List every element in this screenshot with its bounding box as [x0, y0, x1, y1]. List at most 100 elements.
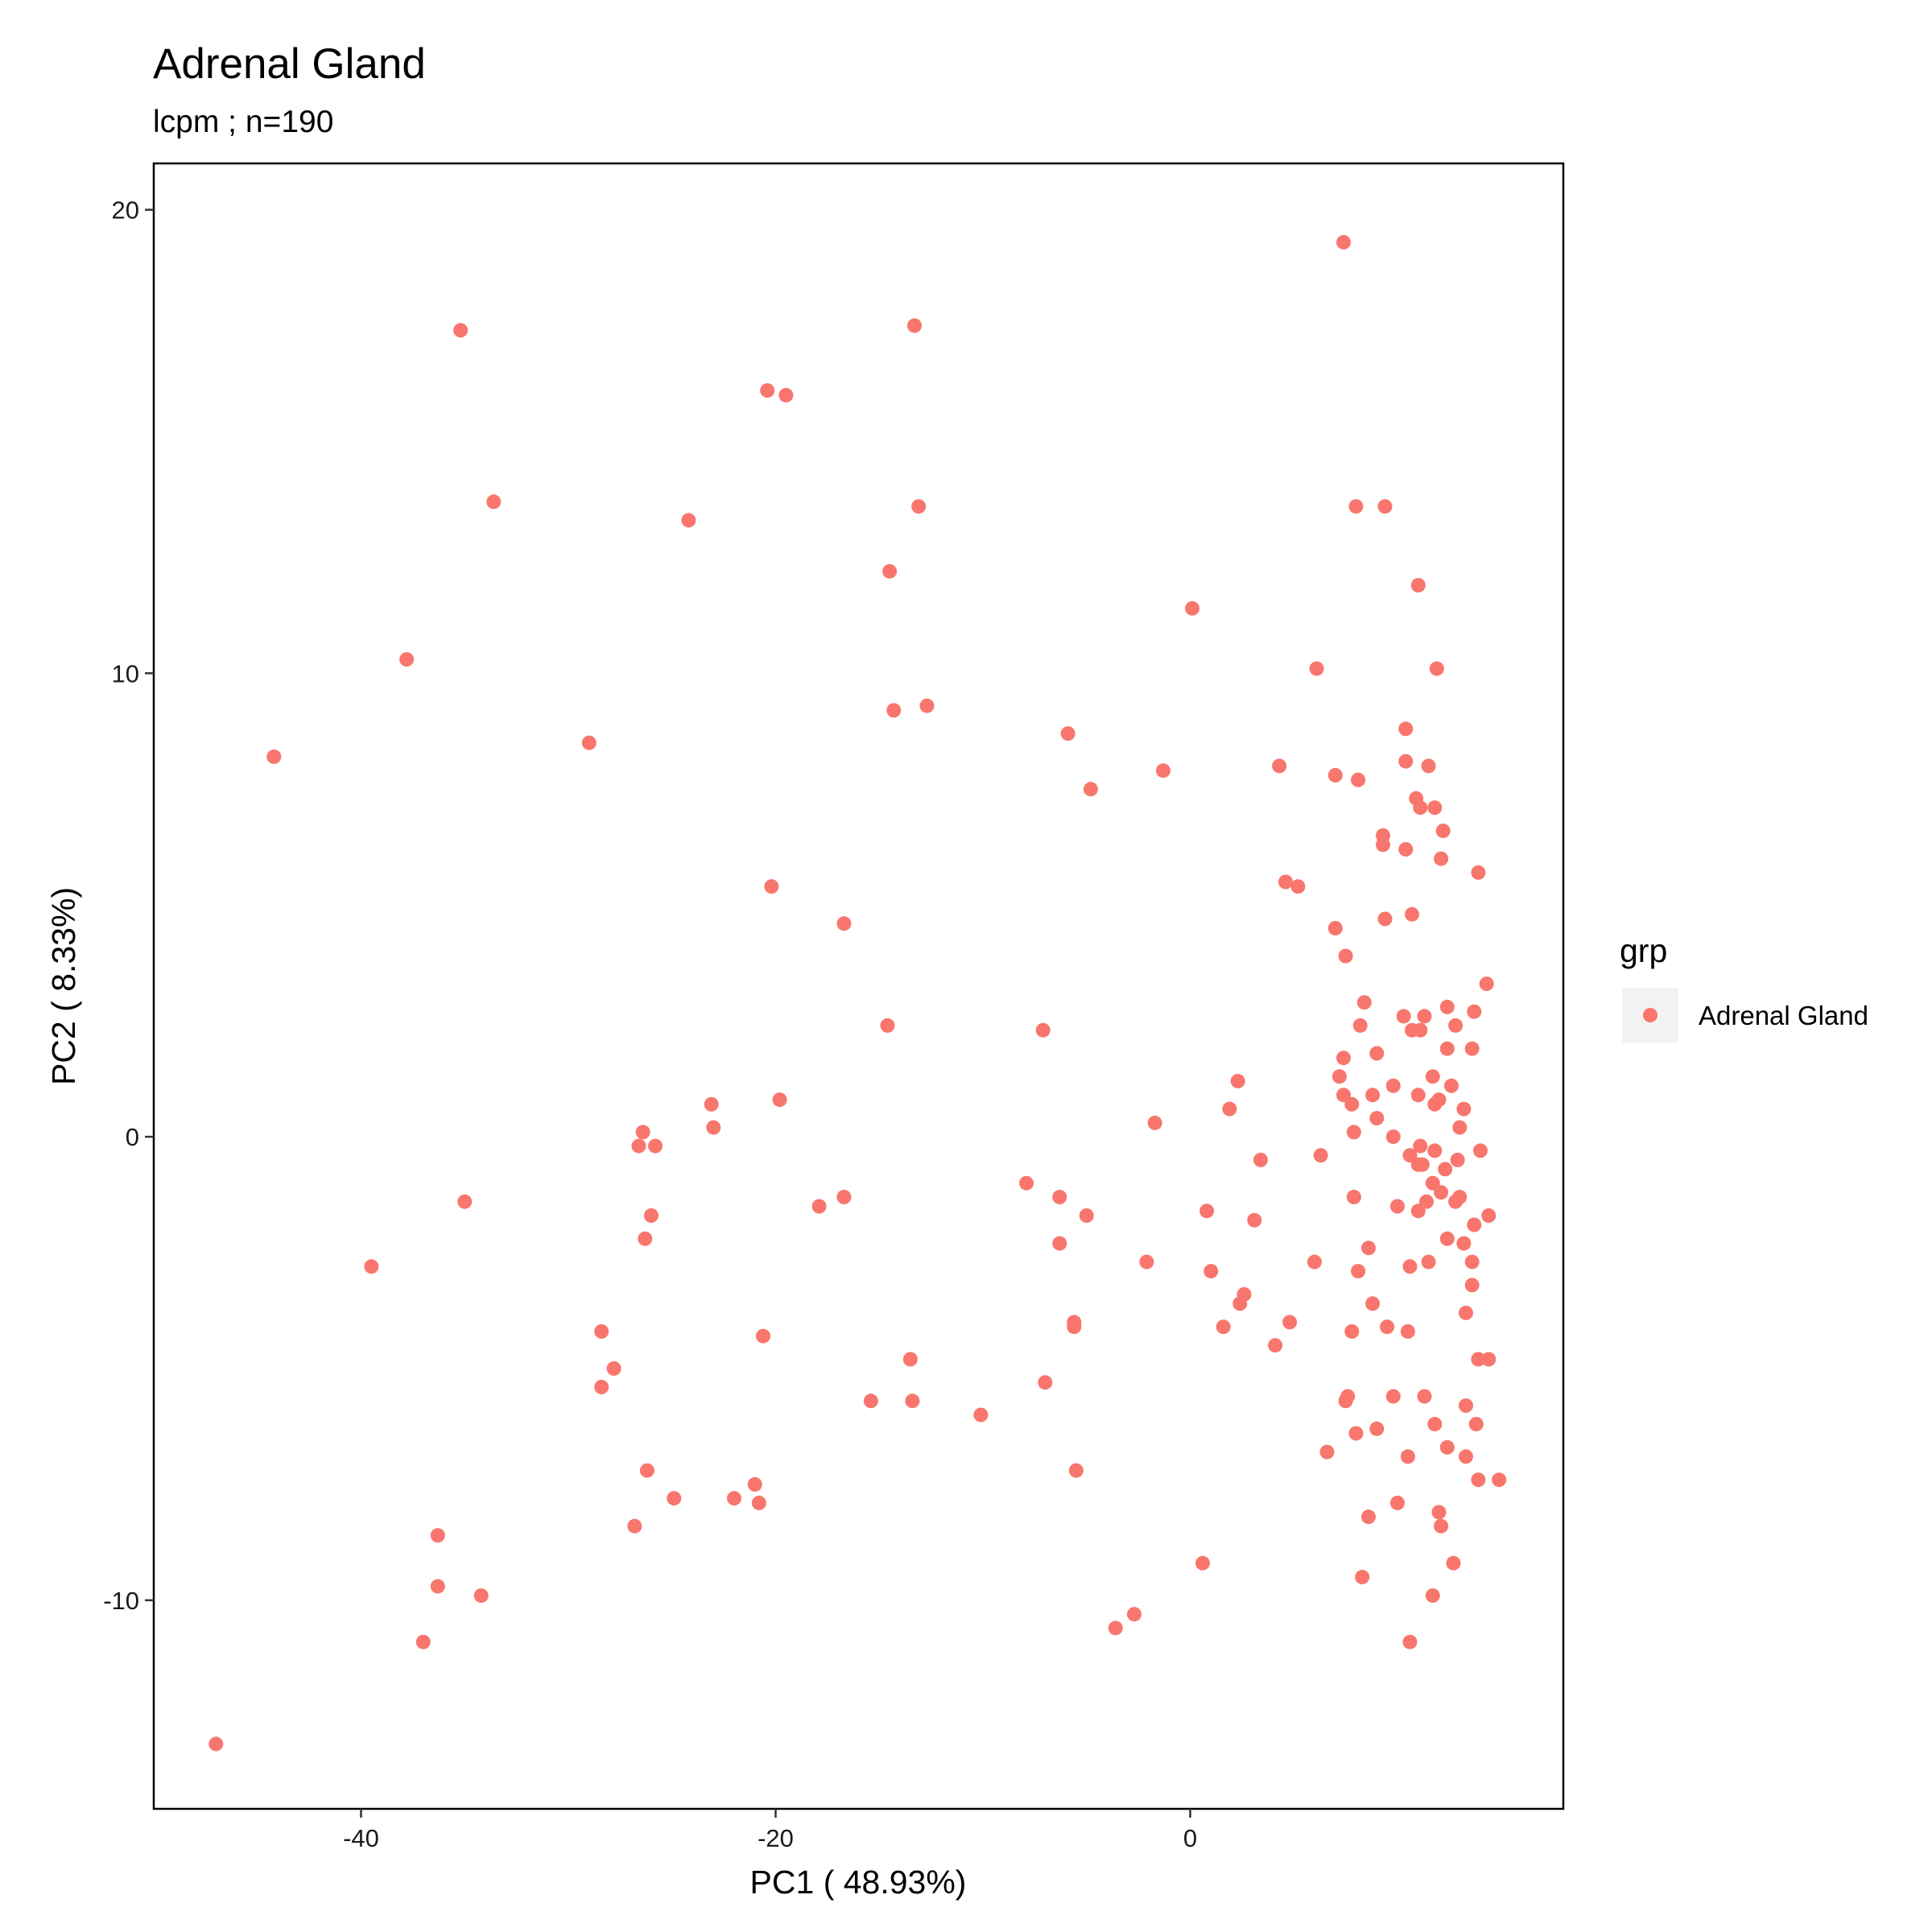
data-point [639, 1463, 654, 1478]
data-point [1417, 1009, 1432, 1024]
data-point [1331, 1069, 1347, 1084]
data-point [486, 494, 502, 510]
data-point [1448, 1018, 1463, 1033]
data-point [756, 1328, 770, 1344]
data-point [667, 1491, 682, 1506]
data-point [1038, 1375, 1053, 1390]
data-point [1464, 1254, 1480, 1269]
data-point [836, 916, 852, 931]
legend-label: Adrenal Gland [1699, 1001, 1868, 1030]
data-point [911, 499, 927, 514]
x-axis: -40 -20 0 [343, 1809, 1197, 1852]
data-point [1396, 1009, 1411, 1024]
data-point [638, 1231, 653, 1246]
data-point [1413, 1138, 1428, 1154]
data-point [1471, 1472, 1486, 1488]
data-point [1402, 1148, 1418, 1163]
data-point [1361, 1509, 1376, 1525]
data-point [1319, 1444, 1335, 1459]
data-point [627, 1518, 642, 1534]
data-point [1425, 1069, 1440, 1084]
data-point [1434, 1185, 1449, 1200]
data-point [1369, 1421, 1385, 1436]
data-point [648, 1138, 663, 1154]
data-point [1346, 1125, 1361, 1140]
data-point [1402, 1634, 1418, 1649]
data-point [772, 1092, 787, 1108]
data-point [836, 1190, 852, 1204]
data-point [1336, 1088, 1351, 1103]
data-point [1421, 1254, 1436, 1269]
data-point [1439, 1231, 1455, 1246]
data-point [706, 1120, 721, 1135]
data-point [886, 703, 902, 718]
data-point [1230, 1074, 1245, 1088]
data-point [1035, 1022, 1051, 1038]
data-point [1456, 1236, 1472, 1251]
y-axis: -10 0 10 20 [103, 196, 154, 1615]
data-point [1365, 1088, 1381, 1103]
data-point [430, 1528, 445, 1543]
data-point [364, 1259, 379, 1274]
data-point [1464, 1041, 1480, 1056]
data-point [1413, 1022, 1428, 1038]
data-point [1365, 1296, 1381, 1311]
data-point [760, 383, 775, 398]
data-point [473, 1588, 489, 1604]
data-point [1473, 1143, 1488, 1158]
y-tick-label: 0 [126, 1123, 139, 1151]
data-point [1019, 1175, 1034, 1191]
x-tick-label: -20 [758, 1824, 794, 1852]
data-point [1127, 1607, 1141, 1622]
data-point [1346, 1190, 1361, 1204]
data-point [907, 318, 922, 333]
data-point [1377, 911, 1393, 927]
data-point [1052, 1236, 1067, 1251]
data-point [430, 1579, 445, 1594]
data-point [811, 1199, 827, 1214]
data-point [1427, 800, 1443, 815]
data-point [1369, 1111, 1385, 1126]
data-point [581, 735, 597, 750]
points-layer [208, 234, 1507, 1752]
legend-key-point [1643, 1008, 1657, 1022]
data-point [1377, 499, 1393, 514]
data-point [1327, 768, 1343, 782]
data-point [635, 1125, 650, 1140]
data-point [1068, 1463, 1084, 1478]
data-point [1307, 1254, 1322, 1269]
data-point [1448, 1194, 1463, 1209]
data-point [606, 1361, 621, 1376]
data-point [399, 652, 415, 667]
data-point [1402, 1259, 1418, 1274]
data-point [1352, 1018, 1368, 1033]
data-point [1309, 661, 1324, 676]
data-point [1195, 1555, 1210, 1571]
legend-title: grp [1620, 932, 1667, 969]
data-point [1410, 1088, 1426, 1103]
data-point [1439, 1041, 1455, 1056]
data-point [1429, 661, 1444, 676]
data-point [1313, 1148, 1328, 1163]
data-point [1427, 1096, 1443, 1112]
data-point [1336, 1051, 1351, 1066]
data-point [1336, 234, 1351, 250]
data-point [863, 1393, 878, 1409]
data-point [764, 879, 779, 894]
data-point [1464, 1278, 1480, 1293]
data-point [631, 1138, 646, 1154]
data-point [880, 1018, 895, 1033]
data-point [1434, 851, 1449, 866]
y-tick-label: 10 [112, 659, 139, 687]
data-point [1147, 1115, 1162, 1130]
data-point [1439, 1439, 1455, 1455]
data-point [1427, 1143, 1443, 1158]
data-point [1492, 1472, 1507, 1488]
x-tick-label: -40 [343, 1824, 379, 1852]
data-point [1398, 721, 1414, 737]
data-point [1344, 1096, 1360, 1112]
data-point [919, 698, 935, 713]
data-point [1282, 1315, 1298, 1330]
data-point [1385, 1129, 1401, 1145]
